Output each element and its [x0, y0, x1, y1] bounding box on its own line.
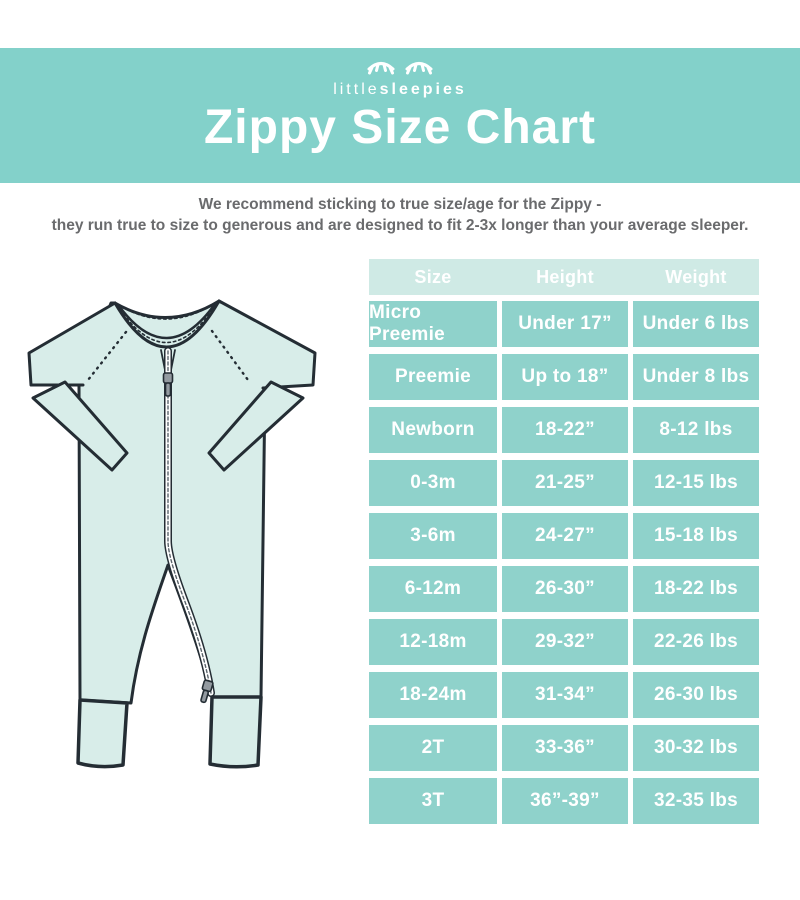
table-row: 12-18m 29-32” 22-26 lbs	[369, 619, 759, 665]
table-cell: Newborn	[369, 407, 497, 453]
table-cell: 22-26 lbs	[633, 619, 759, 665]
table-row: 6-12m 26-30” 18-22 lbs	[369, 566, 759, 612]
left-sleeve	[29, 303, 115, 385]
right-leg-cuff	[208, 695, 263, 769]
neckband-stitching	[116, 302, 218, 344]
column-header-height: Height	[536, 266, 594, 287]
table-row: 3T 36”-39” 32-35 lbs	[369, 778, 759, 824]
brand-logo: littlesleepies	[333, 81, 467, 99]
table-cell: 0-3m	[369, 460, 497, 506]
left-fold-cuff	[31, 380, 129, 472]
table-cell: 21-25”	[502, 460, 628, 506]
right-sleeve-outline	[217, 299, 317, 390]
table-cell: 12-15 lbs	[633, 460, 759, 506]
table-cell: 18-22 lbs	[633, 566, 759, 612]
table-row: 3-6m 24-27” 15-18 lbs	[369, 513, 759, 559]
table-cell: 15-18 lbs	[633, 513, 759, 559]
intro-text: We recommend sticking to true size/age f…	[0, 194, 800, 236]
zippy-illustration	[15, 285, 365, 775]
table-row: 2T 33-36” 30-32 lbs	[369, 725, 759, 771]
left-leg-cuff	[76, 698, 129, 769]
table-row: 18-24m 31-34” 26-30 lbs	[369, 672, 759, 718]
page-title: Zippy Size Chart	[203, 101, 597, 154]
table-cell: Under 6 lbs	[633, 301, 759, 347]
size-chart-header: Size Height Weight	[369, 259, 759, 295]
table-cell: Up to 18”	[502, 354, 628, 400]
table-cell: 26-30”	[502, 566, 628, 612]
banner: littlesleepies Zippy Size Chart	[0, 48, 800, 183]
brand-logo-bold: sleepies	[379, 81, 467, 98]
table-cell: Under 17”	[502, 301, 628, 347]
raglan-seams	[86, 329, 250, 382]
table-cell: Under 8 lbs	[633, 354, 759, 400]
table-cell: 3-6m	[369, 513, 497, 559]
table-cell: Preemie	[369, 354, 497, 400]
size-chart-table: Size Height Weight Micro Preemie Under 17” U…	[369, 259, 759, 824]
table-cell: 3T	[369, 778, 497, 824]
table-row: Preemie Up to 18” Under 8 lbs	[369, 354, 759, 400]
table-cell: 24-27”	[502, 513, 628, 559]
column-header-weight: Weight	[665, 266, 727, 287]
table-cell: 36”-39”	[502, 778, 628, 824]
table-cell: 31-34”	[502, 672, 628, 718]
zipper-pull-top	[162, 372, 174, 397]
table-row: Micro Preemie Under 17” Under 6 lbs	[369, 301, 759, 347]
table-cell: Micro Preemie	[369, 301, 497, 347]
column-header-size: Size	[414, 266, 452, 287]
right-fold-cuff	[207, 380, 305, 472]
sleepy-eyes-icon	[367, 62, 433, 75]
intro-line-2: they run true to size to generous and ar…	[51, 217, 749, 234]
zipper-teeth	[167, 350, 212, 694]
table-cell: 6-12m	[369, 566, 497, 612]
table-cell: 8-12 lbs	[633, 407, 759, 453]
table-row: 0-3m 21-25” 12-15 lbs	[369, 460, 759, 506]
brand-logo-light: little	[333, 81, 380, 98]
table-cell: 33-36”	[502, 725, 628, 771]
intro-line-1: We recommend sticking to true size/age f…	[198, 196, 602, 213]
table-cell: 18-22”	[502, 407, 628, 453]
table-cell: 26-30 lbs	[633, 672, 759, 718]
zipper-pull-bottom	[200, 679, 214, 704]
table-cell: 32-35 lbs	[633, 778, 759, 824]
zippy-romper-drawing	[27, 299, 317, 769]
back-collar-stitching	[116, 301, 218, 320]
neckband-inner	[117, 302, 217, 340]
neckband-outer	[113, 299, 221, 349]
right-sleeve	[219, 301, 315, 388]
table-row: Newborn 18-22” 8-12 lbs	[369, 407, 759, 453]
table-cell: 30-32 lbs	[633, 725, 759, 771]
table-cell: 18-24m	[369, 672, 497, 718]
size-chart-body: Micro Preemie Under 17” Under 6 lbs Preemie…	[369, 301, 759, 824]
table-cell: 12-18m	[369, 619, 497, 665]
table-cell: 2T	[369, 725, 497, 771]
table-cell: 29-32”	[502, 619, 628, 665]
